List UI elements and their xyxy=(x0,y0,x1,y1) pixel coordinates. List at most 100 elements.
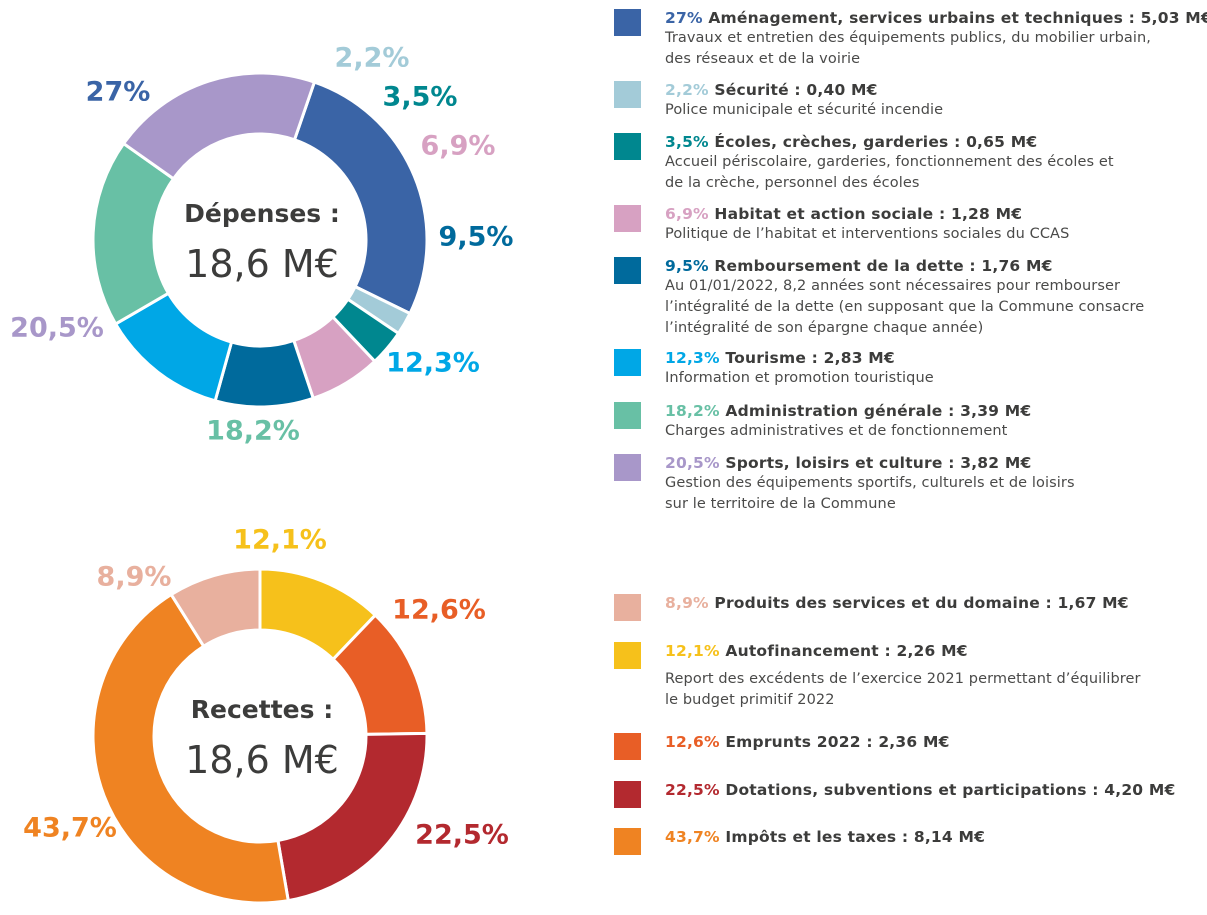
legend-swatch xyxy=(614,205,641,232)
legend-swatch xyxy=(614,133,641,160)
legend-percent: 27% xyxy=(665,9,703,27)
legend-swatch xyxy=(614,9,641,36)
legend-heading: 12,1% Autofinancement : 2,26 M€ xyxy=(665,642,968,660)
legend-percent: 43,7% xyxy=(665,828,720,846)
legend-swatch xyxy=(614,594,641,621)
legend-description-line: Au 01/01/2022, 8,2 années sont nécessair… xyxy=(665,278,1121,294)
legend-amount: 1,76 M€ xyxy=(981,257,1053,275)
legend-amount: 5,03 M€ xyxy=(1140,9,1207,27)
legend-text: 22,5% Dotations, subventions et particip… xyxy=(665,780,1195,800)
legend-description-line: sur le territoire de la Commune xyxy=(665,496,896,512)
depenses-slice-label-4: 9,5% xyxy=(439,222,514,253)
legend-category: Écoles, crèches, garderies xyxy=(714,133,949,151)
legend-text: 8,9% Produits des services et du domaine… xyxy=(665,593,1195,613)
legend-swatch xyxy=(614,257,641,284)
legend-description: Police municipale et sécurité incendie xyxy=(665,100,1195,121)
legend-percent: 22,5% xyxy=(665,781,720,799)
legend-text: 12,6% Emprunts 2022 : 2,36 M€ xyxy=(665,732,1195,752)
legend-description-line: Charges administratives et de fonctionne… xyxy=(665,423,1008,439)
legend-heading: 9,5% Remboursement de la dette : 1,76 M€ xyxy=(665,257,1053,275)
legend-amount: 0,65 M€ xyxy=(966,133,1038,151)
recettes-slice-label-1: 12,6% xyxy=(392,595,486,626)
legend-category: Impôts et les taxes xyxy=(725,828,897,846)
legend-description-line: le budget primitif 2022 xyxy=(665,692,835,708)
legend-text: 18,2% Administration générale : 3,39 M€ C… xyxy=(665,401,1195,442)
legend-text: 20,5% Sports, loisirs et culture : 3,82 … xyxy=(665,453,1195,515)
legend-swatch xyxy=(614,454,641,481)
legend-description: Gestion des équipements sportifs, cultur… xyxy=(665,473,1195,515)
recettes-slice-3 xyxy=(91,592,290,905)
legend-description-line: l’intégralité de la dette (en supposant … xyxy=(665,299,1145,315)
legend-description-line: des réseaux et de la voirie xyxy=(665,51,861,67)
legend-swatch xyxy=(614,402,641,429)
legend-percent: 12,3% xyxy=(665,349,720,367)
legend-category: Administration générale xyxy=(725,402,943,420)
legend-category: Autofinancement xyxy=(725,642,879,660)
legend-amount: 2,36 M€ xyxy=(878,733,950,751)
legend-description: Accueil périscolaire, garderies, fonctio… xyxy=(665,152,1195,194)
recettes-center-value: 18,6 M€ xyxy=(185,738,339,782)
depenses-slice-label-6: 18,2% xyxy=(206,416,300,447)
legend-percent: 8,9% xyxy=(665,594,709,612)
recettes-slice-4 xyxy=(169,567,262,649)
legend-category: Habitat et action sociale xyxy=(714,205,934,223)
legend-percent: 18,2% xyxy=(665,402,720,420)
legend-amount: 3,39 M€ xyxy=(960,402,1032,420)
legend-category: Aménagement, services urbains et techniq… xyxy=(708,9,1124,27)
legend-amount: 1,28 M€ xyxy=(950,205,1023,223)
legend-amount: 0,40 M€ xyxy=(806,81,878,99)
recettes-slice-label-4: 8,9% xyxy=(97,562,172,593)
legend-category: Remboursement de la dette xyxy=(714,257,964,275)
legend-heading: 6,9% Habitat et action sociale : 1,28 M€ xyxy=(665,205,1023,223)
legend-description-line: Information et promotion touristique xyxy=(665,370,934,386)
depenses-center-value: 18,6 M€ xyxy=(185,242,339,286)
legend-text: 2,2% Sécurité : 0,40 M€ Police municipale… xyxy=(665,80,1195,121)
legend-category: Sports, loisirs et culture xyxy=(725,454,943,472)
legend-description: Report des excédents de l’exercice 2021 … xyxy=(665,669,1195,711)
legend-swatch xyxy=(614,828,641,855)
legend-heading: 43,7% Impôts et les taxes : 8,14 M€ xyxy=(665,828,986,846)
depenses-slice-7 xyxy=(121,71,317,181)
legend-description-line: Politique de l’habitat et interventions … xyxy=(665,226,1070,242)
legend-category: Sécurité xyxy=(714,81,789,99)
legend-swatch xyxy=(614,642,641,669)
legend-description-line: de la crèche, personnel des écoles xyxy=(665,175,920,191)
legend-description-line: Travaux et entretien des équipements pub… xyxy=(665,30,1152,46)
legend-percent: 12,6% xyxy=(665,733,720,751)
legend-text: 9,5% Remboursement de la dette : 1,76 M€… xyxy=(665,256,1195,339)
depenses-slice-label-2: 3,5% xyxy=(383,82,458,113)
legend-text: 12,1% Autofinancement : 2,26 M€ Report de… xyxy=(665,641,1195,711)
depenses-slice-label-7: 20,5% xyxy=(10,313,104,344)
depenses-slice-0 xyxy=(292,80,429,316)
legend-category: Produits des services et du domaine xyxy=(714,594,1040,612)
legend-swatch xyxy=(614,733,641,760)
recettes-slice-label-0: 12,1% xyxy=(233,525,327,556)
legend-heading: 20,5% Sports, loisirs et culture : 3,82 … xyxy=(665,454,1032,472)
legend-swatch xyxy=(614,781,641,808)
recettes-center-title: Recettes : xyxy=(191,695,333,724)
legend-heading: 18,2% Administration générale : 3,39 M€ xyxy=(665,402,1032,420)
legend-description-line: Gestion des équipements sportifs, cultur… xyxy=(665,475,1075,491)
legend-category: Dotations, subventions et participations xyxy=(725,781,1087,799)
depenses-slice-label-0: 27% xyxy=(86,77,151,108)
legend-heading: 3,5% Écoles, crèches, garderies : 0,65 M… xyxy=(665,133,1038,151)
legend-description: Information et promotion touristique xyxy=(665,368,1195,389)
legend-amount: 2,26 M€ xyxy=(896,642,968,660)
legend-percent: 9,5% xyxy=(665,257,709,275)
legend-description-line: l’intégralité de son épargne chaque anné… xyxy=(665,320,984,336)
legend-text: 12,3% Tourisme : 2,83 M€ Information et p… xyxy=(665,348,1195,389)
legend-heading: 8,9% Produits des services et du domaine… xyxy=(665,594,1129,612)
legend-amount: 1,67 M€ xyxy=(1057,594,1129,612)
depenses-slice-label-1: 2,2% xyxy=(335,43,410,74)
legend-amount: 2,83 M€ xyxy=(823,349,895,367)
charts-area: 27% 2,2% 3,5% 6,9% 9,5% 12,3% 18,2% 20,5% Dépens… xyxy=(10,43,514,905)
legend-description: Au 01/01/2022, 8,2 années sont nécessair… xyxy=(665,276,1195,339)
legend-description: Charges administratives et de fonctionne… xyxy=(665,421,1195,442)
legend-description-line: Accueil périscolaire, garderies, fonctio… xyxy=(665,154,1114,170)
legend-category: Emprunts 2022 xyxy=(725,733,861,751)
legend-text: 43,7% Impôts et les taxes : 8,14 M€ xyxy=(665,827,1195,847)
depenses-slice-label-3: 6,9% xyxy=(421,131,496,162)
legend-text: 6,9% Habitat et action sociale : 1,28 M€… xyxy=(665,204,1195,245)
legend-swatch xyxy=(614,81,641,108)
depenses-center-title: Dépenses : xyxy=(184,199,340,228)
